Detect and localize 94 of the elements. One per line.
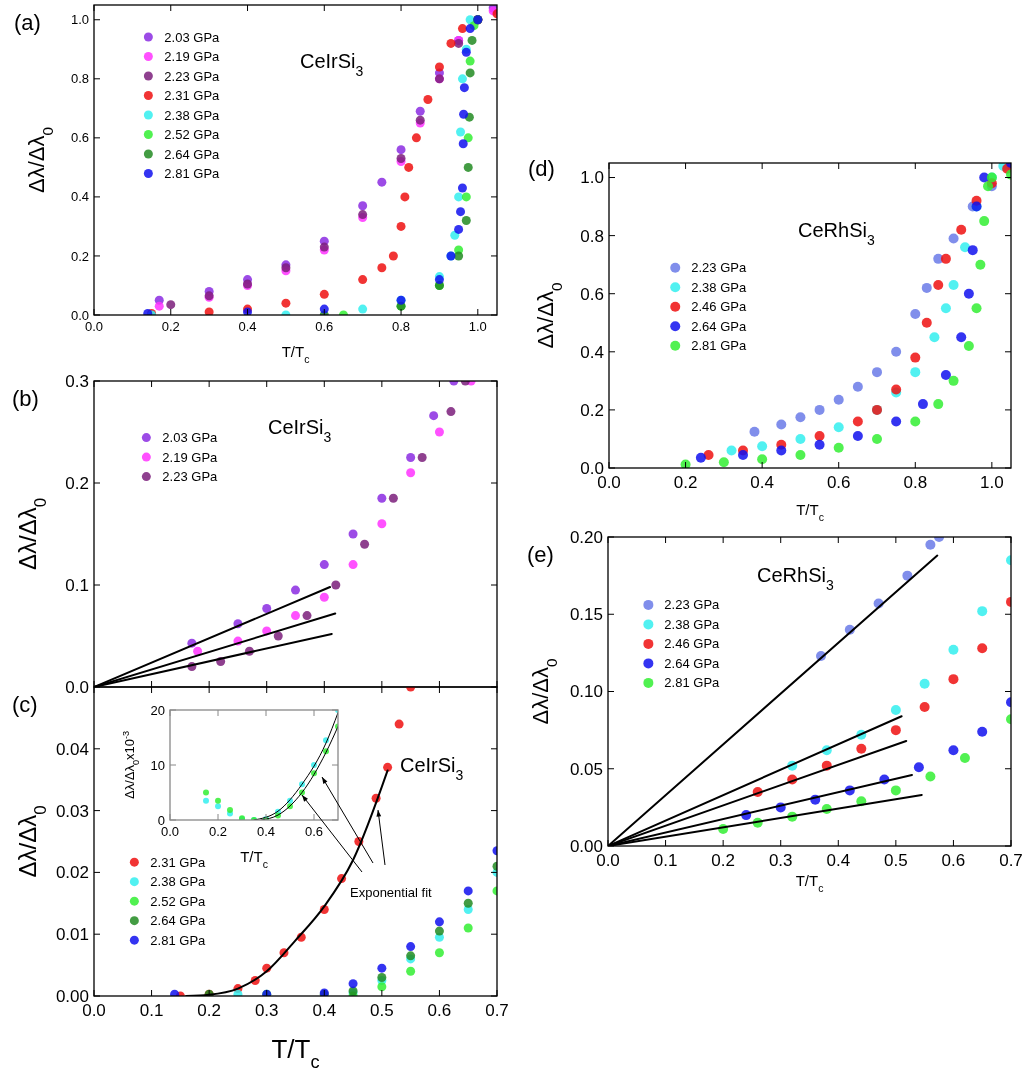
x-tick-label: 0.3	[254, 1001, 279, 1020]
x-axis-title: T/T$_{c}$	[240, 848, 268, 870]
y-tick-label: 0.8	[580, 226, 604, 246]
legend-label: 2.23 GPa	[691, 260, 747, 276]
legend-label: 2.23 GPa	[164, 68, 221, 84]
y-tick-label: 0.10	[569, 682, 603, 702]
x-axis-title: T/T$_{c}$	[271, 1034, 320, 1072]
legend-label: 2.38 GPa	[150, 874, 207, 890]
x-tick-label: 0.8	[392, 319, 411, 334]
legend-label: 2.52 GPa	[150, 893, 207, 909]
x-tick-label: 0.4	[238, 319, 257, 334]
annotation: CeRhSi$_{3}$	[798, 219, 875, 248]
y-tick-label: 0.4	[70, 189, 89, 205]
y-tick-label: 0.05	[569, 759, 603, 779]
x-tick-label: 0.4	[256, 824, 276, 839]
x-tick-label: 0.5	[884, 851, 908, 870]
x-tick-label: 0.4	[312, 1001, 337, 1020]
annotation: CeRhSi$_{3}$	[757, 564, 834, 593]
text: (e)	[527, 542, 554, 567]
text: (d)	[528, 156, 555, 181]
legend-label: 2.46 GPa	[664, 636, 721, 652]
y-tick-label: 0.0	[65, 677, 89, 697]
legend-label: 2.38 GPa	[691, 279, 747, 295]
x-tick-label: 0.0	[596, 851, 620, 870]
legend-label: 2.46 GPa	[691, 299, 747, 315]
x-tick-label: 0.2	[208, 824, 228, 839]
x-tick-label: 1.0	[980, 473, 1004, 492]
y-tick-label: 0.20	[569, 527, 603, 547]
y-tick-label: 0.4	[580, 342, 604, 362]
x-tick-label: 0.1	[653, 851, 678, 870]
y-tick-label: 0.6	[70, 130, 89, 146]
x-tick-label: 0.2	[197, 1001, 221, 1020]
legend-label: 2.03 GPa	[162, 430, 219, 446]
y-tick-label: 0.03	[55, 801, 89, 821]
legend-label: 2.03 GPa	[164, 29, 221, 45]
x-tick-label: 0.6	[826, 473, 851, 492]
x-tick-label: 0.6	[427, 1001, 452, 1020]
legend-label: 2.19 GPa	[162, 449, 219, 465]
legend-label: 2.81 GPa	[664, 675, 721, 691]
legend-label: 2.81 GPa	[164, 166, 221, 182]
x-tick-label: 0.6	[304, 824, 324, 839]
legend-label: 2.19 GPa	[164, 49, 221, 65]
x-tick-label: 0.7	[485, 1001, 509, 1020]
y-tick-label: 0.01	[55, 925, 89, 945]
legend-label: 2.64 GPa	[150, 913, 207, 929]
x-tick-label: 0.7	[999, 851, 1023, 870]
x-tick-label: 0.0	[597, 473, 621, 492]
text: (c)	[12, 692, 38, 717]
y-tick-label: 1.0	[580, 168, 604, 188]
y-tick-label: 0.1	[65, 575, 89, 595]
annotation: CeIrSi$_{3}$	[300, 50, 364, 79]
x-tick-label: 0.3	[768, 851, 793, 870]
legend-label: 2.23 GPa	[664, 597, 721, 613]
y-tick-label: 0.2	[70, 248, 89, 264]
legend-label: 2.81 GPa	[691, 338, 747, 354]
x-tick-label: 0.2	[673, 473, 698, 492]
legend-label: 2.23 GPa	[162, 469, 219, 485]
y-tick-label: 1.0	[70, 12, 89, 28]
y-tick-label: 0.2	[580, 400, 604, 420]
legend-label: 2.52 GPa	[164, 127, 221, 143]
y-tick-label: 0.6	[580, 284, 604, 304]
legend-label: 2.64 GPa	[691, 318, 747, 334]
x-axis-title: T/T$_{c}$	[795, 872, 824, 894]
legend-label: 2.38 GPa	[664, 616, 721, 632]
legend-label: 2.64 GPa	[164, 146, 221, 162]
x-tick-label: 0.6	[315, 319, 334, 334]
y-tick-label: 0.8	[70, 71, 89, 87]
y-tick-label: 0.02	[55, 863, 89, 883]
annotation: CeIrSi$_{3}$	[268, 416, 332, 445]
y-tick-label: 20	[150, 702, 165, 718]
x-tick-label: 0.8	[903, 473, 928, 492]
x-tick-label: 0.5	[370, 1001, 394, 1020]
x-tick-label: 0.4	[826, 851, 851, 870]
x-tick-label: 0.2	[711, 851, 735, 870]
y-tick-label: 10	[150, 757, 165, 773]
y-tick-label: 0.3	[65, 371, 89, 391]
x-tick-label: 0.4	[750, 473, 774, 492]
y-tick-label: 0.04	[55, 739, 89, 759]
legend-label: 2.64 GPa	[664, 655, 721, 671]
x-tick-label: 1.0	[468, 319, 487, 334]
x-tick-label: 0.2	[161, 319, 180, 334]
legend-label: 2.81 GPa	[150, 932, 207, 948]
x-tick-label: 0.0	[82, 1001, 106, 1020]
legend-label: 2.38 GPa	[164, 107, 221, 123]
text: (a)	[14, 10, 41, 35]
x-axis-title: T/T$_{c}$	[796, 501, 824, 523]
legend-label: 2.31 GPa	[164, 88, 221, 104]
x-axis-title: T/T$_{c}$	[281, 343, 310, 365]
text: (b)	[12, 386, 39, 411]
legend-label: 2.31 GPa	[150, 854, 207, 870]
x-tick-label: 0.6	[941, 851, 966, 870]
annotation: CeIrSi$_{3}$	[400, 754, 464, 783]
annotation: Exponential fit	[350, 885, 433, 900]
y-tick-label: 0.15	[569, 605, 603, 625]
